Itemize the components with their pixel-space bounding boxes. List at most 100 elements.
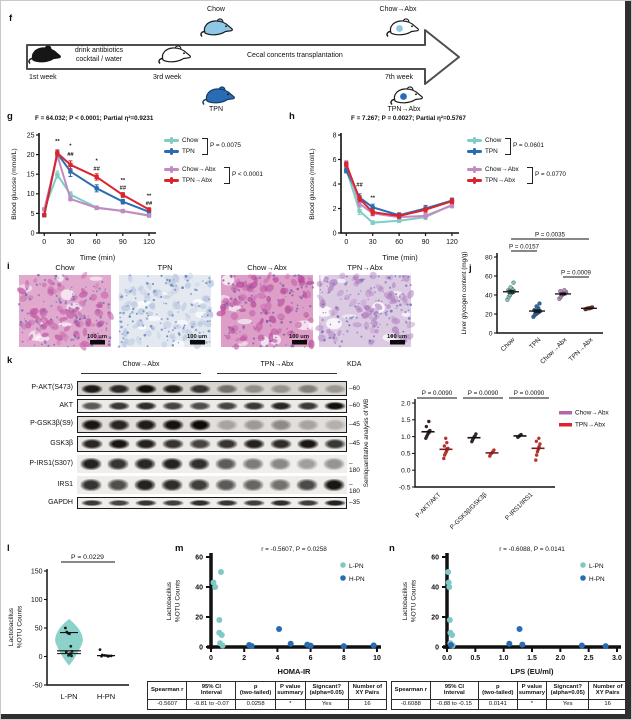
tpn-label: TPN	[209, 106, 223, 113]
svg-text:0: 0	[209, 655, 213, 662]
svg-text:2.0: 2.0	[555, 655, 565, 662]
svg-text:100 um: 100 um	[187, 334, 207, 340]
spearman-table-m: Spearman r 95% CI Interval p (two-tailed) P…	[146, 681, 388, 711]
svg-text:P = 0.0157: P = 0.0157	[509, 244, 540, 251]
svg-text:80: 80	[485, 254, 493, 261]
svg-text:Blood glucose (mmol/L): Blood glucose (mmol/L)	[11, 148, 18, 219]
histology-image-chow-abx: 100 um	[216, 271, 315, 350]
chart-legend-g: Chow TPN P = 0.0075 Chow→Abx TPN→Abx P < 0.00…	[164, 135, 294, 193]
svg-text:1.0: 1.0	[499, 655, 509, 662]
svg-text:0.5: 0.5	[470, 655, 480, 662]
mouse-icon-3rd-week	[157, 43, 191, 71]
svg-text:20: 20	[485, 311, 493, 318]
svg-text:120: 120	[446, 239, 458, 246]
tpn-abx-label: TPN→Abx	[387, 106, 421, 113]
svg-text:P-IRS1/IRS1: P-IRS1/IRS1	[504, 491, 535, 522]
svg-text:0: 0	[31, 230, 35, 237]
svg-text:100 um: 100 um	[289, 334, 309, 340]
svg-text:6: 6	[309, 655, 313, 662]
week-1-label: 1st week	[29, 74, 57, 81]
svg-text:40: 40	[485, 292, 493, 299]
svg-text:Chow→Abx: Chow→Abx	[575, 410, 610, 417]
svg-text:P = 0.0009: P = 0.0009	[561, 270, 592, 277]
svg-text:0: 0	[199, 645, 203, 652]
svg-text:2.5: 2.5	[584, 655, 594, 662]
svg-text:8: 8	[333, 132, 337, 139]
panel-label-m: m	[175, 543, 184, 554]
panel-label-k: k	[7, 355, 13, 366]
chow-abx-label: Chow→Abx	[379, 6, 417, 13]
svg-text:Lactobacillus%OTU Counts: Lactobacillus %OTU Counts	[402, 579, 418, 622]
svg-text:150: 150	[31, 568, 43, 575]
svg-text:##: ##	[67, 152, 74, 158]
svg-text:HOMA-IR: HOMA-IR	[278, 667, 311, 676]
svg-text:0: 0	[344, 239, 348, 246]
svg-text:30: 30	[369, 239, 377, 246]
week-3-label: 3rd week	[153, 74, 182, 81]
anova-stats-h: F = 7.267; P = 0.0027; Partial η²=0.5767	[351, 115, 466, 122]
anova-stats-g: F = 64.032; P < 0.0001; Partial η²=0.923…	[35, 115, 154, 122]
svg-text:P = 0.0090: P = 0.0090	[468, 390, 499, 397]
panel-label-j: j	[469, 263, 472, 274]
svg-text:100 um: 100 um	[87, 334, 107, 340]
svg-text:3.0: 3.0	[612, 655, 622, 662]
svg-text:L-PN: L-PN	[60, 692, 77, 701]
histology-label-tpn-abx: TPN→Abx	[347, 263, 383, 272]
svg-text:Lactobacillus%OTU Counts: Lactobacillus %OTU Counts	[166, 579, 182, 622]
svg-text:4: 4	[275, 655, 279, 662]
lactobacillus-violin-chart: P = 0.0229 -50 0 50 100 150 Lactobacillus %OTU …	[8, 554, 129, 701]
svg-text:Lactobacillus%OTU Counts: Lactobacillus %OTU Counts	[8, 605, 24, 648]
svg-text:20: 20	[195, 615, 203, 622]
transplantation-label: Cecal concents transplantation	[247, 52, 343, 59]
svg-text:*: *	[95, 158, 98, 164]
panel-label-h: h	[289, 111, 295, 122]
svg-text:100 um: 100 um	[387, 334, 407, 340]
svg-text:Blood glucose (mmol/L): Blood glucose (mmol/L)	[309, 148, 316, 219]
blood-glucose-chart-g: 0 5 10 15 20 25 0 30 60 90 120 Time (min) Blood gluc…	[11, 132, 156, 262]
svg-text:Semiquantitative analysis of W: Semiquantitative analysis of WB	[363, 399, 370, 487]
svg-text:**: **	[147, 194, 152, 200]
svg-text:60: 60	[395, 239, 403, 246]
svg-text:50: 50	[35, 625, 43, 632]
svg-text:TPN→Abx: TPN→Abx	[575, 422, 606, 429]
svg-text:10: 10	[373, 655, 381, 662]
homa-ir-scatter-chart: r = -0.5607, P = 0.0258 0 2 4 6 8 10 0 20 40 60 HOM…	[166, 546, 381, 676]
svg-text:r = -0.5607, P = 0.0258: r = -0.5607, P = 0.0258	[261, 546, 327, 553]
mouse-icon-untreated	[27, 43, 61, 71]
svg-text:r = -0.6088, P = 0.0141: r = -0.6088, P = 0.0141	[499, 546, 565, 553]
svg-text:L-PN: L-PN	[589, 563, 604, 570]
svg-text:0: 0	[39, 654, 43, 661]
blood-glucose-chart-h: 0 2 4 6 8 0 30 60 90 120 Time (min) Blood glucose (…	[309, 132, 459, 262]
svg-text:60: 60	[93, 239, 101, 246]
panel-label-n: n	[389, 543, 395, 554]
svg-text:Chow: Chow	[500, 336, 517, 353]
svg-text:20: 20	[431, 615, 439, 622]
chart-legend-h: Chow TPN P = 0.0601 Chow→Abx TPN→Abx P = 0.07…	[467, 135, 597, 193]
svg-text:TPN→Abx: TPN→Abx	[568, 336, 595, 363]
svg-text:6: 6	[333, 157, 337, 164]
svg-text:0.0: 0.0	[442, 655, 452, 662]
svg-text:##: ##	[356, 182, 363, 188]
svg-text:Liver glycogen content (mg/g): Liver glycogen content (mg/g)	[461, 252, 468, 335]
svg-text:0: 0	[489, 330, 493, 337]
lps-scatter-chart: r = -0.6088, P = 0.0141 0.0 0.5 1.0 1.5 2.0 2.…	[402, 546, 622, 676]
timeline-arrow	[26, 29, 460, 85]
svg-text:1.5: 1.5	[527, 655, 537, 662]
panel-label-g: g	[7, 111, 13, 122]
svg-text:LPS (EU/ml): LPS (EU/ml)	[511, 667, 554, 676]
svg-text:60: 60	[485, 273, 493, 280]
svg-text:60: 60	[195, 555, 203, 562]
svg-text:P = 0.0090: P = 0.0090	[514, 390, 545, 397]
svg-text:##: ##	[93, 167, 100, 173]
svg-text:15: 15	[27, 172, 35, 179]
mouse-icon-tpn-abx	[389, 84, 423, 112]
svg-text:P-GSK3β/GSK3β: P-GSK3β/GSK3β	[449, 491, 489, 531]
svg-text:25: 25	[27, 132, 35, 139]
western-blot: Chow→Abx TPN→Abx KDA P-AKT(S473) –60 AKT –60 P-…	[11, 359, 363, 519]
svg-text:30: 30	[67, 239, 75, 246]
histology-image-chow: 100 um	[16, 271, 114, 351]
panel-label-f: f	[9, 13, 13, 24]
panel-label-l: l	[7, 543, 10, 554]
histology-image-tpn-abx: 100 um	[315, 271, 416, 348]
